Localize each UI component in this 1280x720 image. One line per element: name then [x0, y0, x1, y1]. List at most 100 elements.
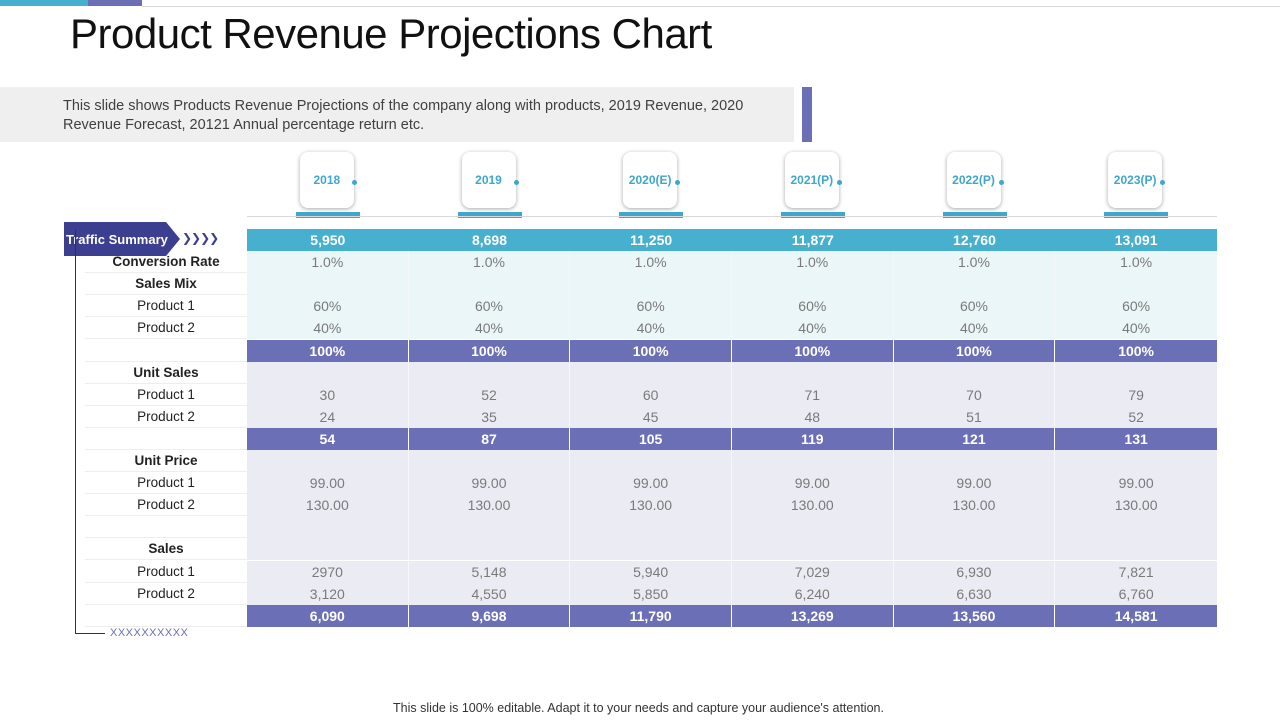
- footer-note: This slide is 100% editable. Adapt it to…: [393, 701, 884, 715]
- table-cell: [1055, 273, 1217, 295]
- table-row: [247, 361, 1217, 384]
- table-cell: 54: [247, 427, 409, 450]
- table-cell: [732, 450, 894, 472]
- table-cell: [1055, 450, 1217, 472]
- row-label: Product 1: [85, 295, 247, 318]
- table-cell: 100%: [894, 339, 1056, 362]
- table-row: 54 87 105 119 121 131: [247, 427, 1217, 450]
- table-cell: [894, 450, 1056, 472]
- year-label: 2019: [461, 152, 516, 208]
- table-cell: 60: [570, 383, 732, 406]
- table-cell: [732, 516, 894, 539]
- table-cell: 100%: [1118, 342, 1155, 359]
- table-cell: 130.00: [409, 494, 571, 517]
- top-accent-purple: [88, 0, 142, 6]
- table-cell: 1.0%: [894, 251, 1056, 274]
- table-cell: 13,560: [894, 604, 1056, 627]
- dot-icon: [1160, 180, 1166, 185]
- year-label: 2018: [299, 152, 354, 208]
- dot-icon: [998, 180, 1004, 185]
- table-cell: 6,760: [1118, 585, 1154, 602]
- table-cell: 35: [409, 405, 571, 428]
- dot-icon: [675, 180, 681, 185]
- table-row: 5,950 8,698 11,250 11,877 12,760 13,091: [247, 229, 1217, 251]
- table-cell: 100%: [732, 339, 894, 362]
- table-cell: [570, 516, 732, 539]
- table-cell: [247, 361, 409, 384]
- table-cell: 131: [1124, 430, 1148, 447]
- table-cell: [409, 361, 571, 384]
- row-label: Unit Sales: [85, 362, 247, 384]
- table-row: 60% 60% 60% 60% 60% 60%: [247, 295, 1217, 318]
- table-cell: 40%: [894, 317, 1056, 340]
- table-cell: 8,698: [471, 232, 507, 248]
- table-cell: [247, 516, 409, 539]
- table-cell: 1.0%: [409, 251, 571, 274]
- table-cell: 71: [732, 383, 894, 406]
- table-cell: 5,940: [570, 560, 732, 583]
- table-row: 40% 40% 40% 40% 40% 40%: [247, 317, 1217, 340]
- table-cell: 70: [894, 383, 1056, 406]
- table-cell: 87: [409, 427, 571, 450]
- table-cell: [570, 273, 732, 296]
- row-label: Unit Price: [85, 450, 247, 472]
- dot-icon: [351, 180, 357, 185]
- row-label: Product 1: [85, 561, 247, 583]
- table-cell: 99.00: [247, 472, 409, 495]
- table-cell: 1.0%: [247, 251, 409, 274]
- year-header: 2022(P): [942, 152, 1007, 220]
- table-cell: 40%: [409, 317, 571, 340]
- table-cell: 60%: [732, 295, 894, 318]
- description-box: [0, 87, 794, 142]
- row-label: Product 2: [85, 317, 247, 340]
- table-cell: 30: [247, 383, 409, 406]
- table-row: [247, 538, 1217, 561]
- table-cell: 119: [732, 427, 894, 450]
- year-base-bar: [942, 212, 1007, 218]
- table-cell: 40%: [732, 317, 894, 340]
- bracket-vertical-line: [75, 230, 76, 634]
- top-accent-blue: [0, 0, 88, 6]
- year-base-bar: [619, 212, 684, 218]
- table-row: [247, 273, 1217, 296]
- table-cell: 121: [894, 427, 1056, 450]
- table-cell: 130.00: [570, 494, 732, 517]
- table-cell: [409, 516, 571, 539]
- table-row: 30 52 60 71 70 79: [247, 383, 1217, 406]
- table-cell: 1.0%: [732, 251, 894, 274]
- chevrons-icon: ❯❯❯❯: [182, 231, 219, 245]
- table-cell: 40%: [247, 317, 409, 340]
- traffic-summary-label: Traffic Summary: [64, 222, 180, 256]
- table-cell: 7,029: [732, 560, 894, 583]
- table-cell: 1.0%: [570, 251, 732, 274]
- row-label: [85, 340, 247, 362]
- table-cell: [409, 273, 571, 296]
- row-label: [85, 516, 247, 539]
- table-cell: 2970: [247, 560, 409, 583]
- row-label: Sales Mix: [85, 273, 247, 296]
- table-row: [247, 450, 1217, 472]
- table-cell: 52: [409, 383, 571, 406]
- table-cell: 40%: [570, 317, 732, 340]
- placeholder-text: XXXXXXXXXX: [110, 627, 189, 639]
- table-cell: [247, 538, 409, 561]
- table-cell: [409, 538, 571, 561]
- year-label: 2023(P): [1108, 152, 1163, 208]
- bracket-horizontal-line: [75, 633, 105, 634]
- table-cell: [247, 450, 409, 472]
- table-cell: 60%: [570, 295, 732, 318]
- table-cell: 4,550: [409, 582, 571, 605]
- table-cell: [1055, 538, 1217, 560]
- row-label: Conversion Rate: [85, 251, 247, 274]
- year-base-bar: [295, 212, 360, 218]
- table-cell: 6,930: [894, 560, 1056, 583]
- year-label: 2021(P): [784, 152, 839, 208]
- table-cell: [1055, 516, 1217, 538]
- table-cell: [409, 450, 571, 472]
- table-cell: 5,850: [570, 582, 732, 605]
- row-label: Product 2: [85, 406, 247, 428]
- row-label: Product 1: [85, 472, 247, 495]
- table-cell: 13,091: [1114, 232, 1158, 248]
- page-title: Product Revenue Projections Chart: [70, 10, 712, 57]
- table-cell: 105: [570, 427, 732, 450]
